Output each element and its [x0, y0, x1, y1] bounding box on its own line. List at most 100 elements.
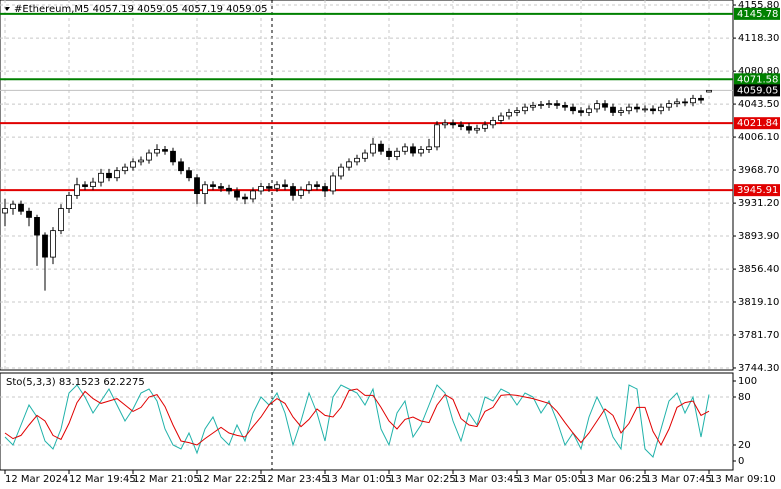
- candle-body: [394, 150, 400, 157]
- x-tick-label: 12 Mar 22:25: [197, 474, 264, 485]
- x-tick-label: 13 Mar 01:05: [325, 474, 392, 485]
- x-tick-label: 12 Mar 21:05: [133, 474, 200, 485]
- level-label: 4145.78: [737, 9, 778, 20]
- candle-body: [186, 170, 192, 179]
- x-tick-label: 13 Mar 09:10: [709, 474, 776, 485]
- y-tick-label: 4080.80: [738, 66, 779, 77]
- candle-body: [554, 103, 560, 106]
- oscillator-panel: [0, 372, 734, 471]
- x-tick-label: 12 Mar 23:45: [261, 474, 328, 485]
- x-tick-label: 13 Mar 02:25: [389, 474, 456, 485]
- candle-body: [442, 122, 448, 126]
- y-tick-label: 4043.50: [738, 99, 779, 110]
- candle-body: [674, 101, 680, 105]
- candle-body: [594, 103, 600, 110]
- candle-body: [570, 106, 576, 112]
- candle-body: [378, 143, 384, 152]
- candle-body: [266, 186, 272, 189]
- level-label: 4021.84: [737, 118, 778, 129]
- candle-body: [42, 234, 48, 258]
- candle-body: [450, 122, 456, 126]
- candle-body: [50, 230, 56, 258]
- level-label-bg: [734, 184, 780, 197]
- candle-body: [122, 166, 128, 172]
- candle-body: [234, 190, 240, 198]
- candle-body: [202, 184, 208, 194]
- oscillator-line: [4, 388, 710, 447]
- candle-body: [74, 184, 80, 196]
- x-tick-label: 13 Mar 03:45: [453, 474, 520, 485]
- candle-body: [426, 146, 432, 150]
- candle-body: [618, 110, 624, 113]
- level-label: 3945.91: [737, 185, 778, 196]
- level-label-bg: [734, 7, 780, 20]
- candle-body: [418, 149, 424, 154]
- y-tick-label: 100: [738, 376, 757, 387]
- candle-body: [690, 97, 696, 104]
- candle-body: [82, 184, 88, 187]
- candle-body: [650, 108, 656, 112]
- candle-body: [386, 150, 392, 157]
- level-label-bg: [734, 117, 780, 130]
- candle-body: [90, 181, 96, 187]
- candle-body: [250, 190, 256, 200]
- candle-body: [370, 143, 376, 154]
- candle-body: [578, 110, 584, 113]
- candle-body: [322, 186, 328, 192]
- candle-body: [26, 210, 32, 218]
- candle-body: [218, 186, 224, 189]
- y-tick-label: 80: [738, 392, 751, 403]
- candle-body: [282, 184, 288, 187]
- candle-body: [706, 89, 712, 93]
- y-tick-label: 3856.40: [738, 264, 779, 275]
- candle-body: [682, 101, 688, 104]
- candle-body: [66, 194, 72, 209]
- last-price-label: 4059.05: [737, 85, 778, 96]
- candle-body: [10, 203, 16, 209]
- candle-body: [154, 149, 160, 154]
- x-tick-label: 12 Mar 2024: [5, 474, 68, 485]
- candle-body: [642, 108, 648, 111]
- last-price-bg: [734, 84, 780, 97]
- y-tick-label: 3744.30: [738, 363, 779, 374]
- y-tick-label: 3781.70: [738, 330, 779, 341]
- y-tick-label: 3819.10: [738, 297, 779, 308]
- candle-body: [138, 159, 144, 163]
- x-tick-label: 13 Mar 07:45: [645, 474, 712, 485]
- candle-body: [346, 161, 352, 168]
- candle-body: [178, 161, 184, 172]
- candle-body: [2, 208, 8, 214]
- chart-title: #Ethereum,M5 4057.19 4059.05 4057.19 405…: [14, 4, 268, 15]
- x-tick-label: 13 Mar 05:05: [517, 474, 584, 485]
- candle-body: [474, 127, 480, 131]
- candle-body: [130, 161, 136, 168]
- level-label-bg: [734, 73, 780, 86]
- candle-body: [562, 104, 568, 108]
- candle-body: [298, 189, 304, 196]
- y-tick-label: 20: [738, 440, 751, 451]
- candle-body: [626, 106, 632, 112]
- candle-body: [306, 184, 312, 191]
- candle-body: [410, 146, 416, 154]
- candle-body: [634, 106, 640, 110]
- candle-body: [402, 146, 408, 152]
- candle-body: [698, 97, 704, 101]
- candle-body: [106, 172, 112, 179]
- candle-body: [666, 103, 672, 108]
- candle-body: [546, 103, 552, 106]
- candle-body: [194, 177, 200, 194]
- y-tick-label: 0: [738, 456, 744, 467]
- candle-body: [314, 184, 320, 187]
- candle-body: [330, 175, 336, 192]
- candle-body: [242, 196, 248, 200]
- candle-body: [586, 108, 592, 113]
- candle-body: [290, 186, 296, 196]
- x-tick-label: 13 Mar 06:25: [581, 474, 648, 485]
- candle-body: [602, 103, 608, 108]
- candle-body: [482, 124, 488, 129]
- y-tick-label: 3968.70: [738, 165, 779, 176]
- candle-body: [522, 106, 528, 112]
- y-tick-label: 3893.90: [738, 231, 779, 242]
- price-panel: [0, 0, 734, 371]
